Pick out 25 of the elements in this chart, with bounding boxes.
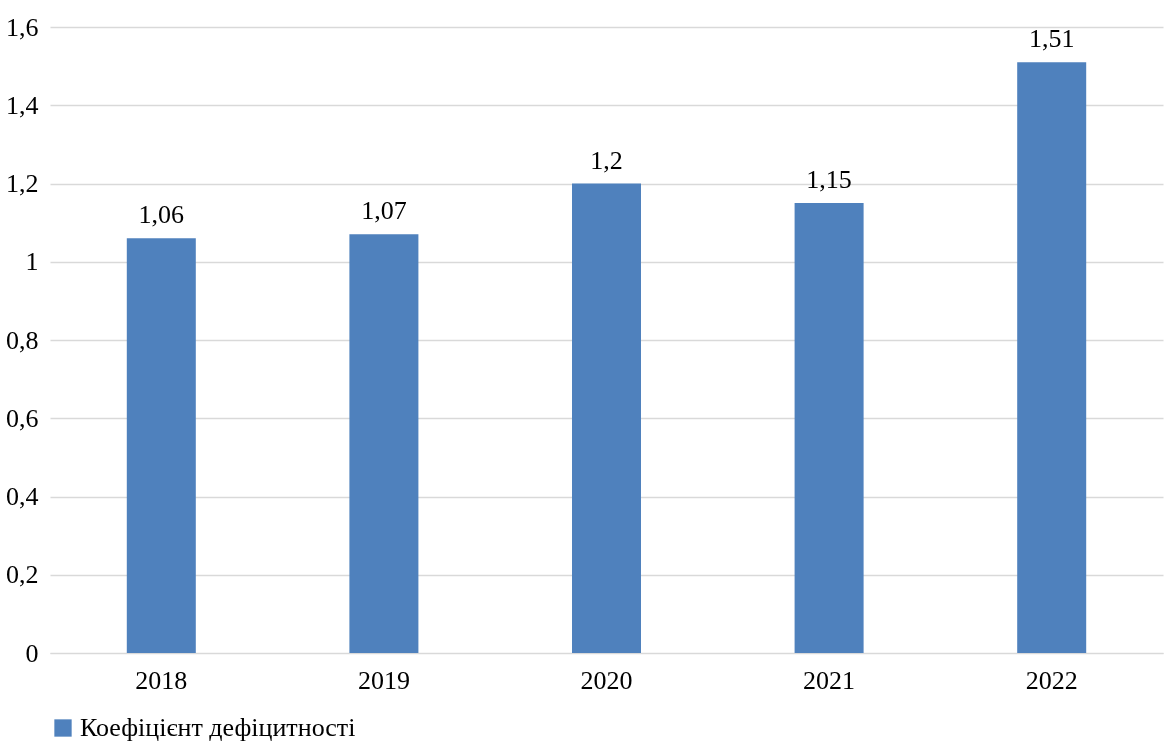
x-tick-label: 2022 <box>1025 665 1078 695</box>
bar <box>349 234 419 653</box>
data-label: 1,2 <box>590 145 623 175</box>
y-tick-label: 0,8 <box>6 325 39 355</box>
y-tick-label: 0,4 <box>6 482 39 511</box>
x-tick-label: 2020 <box>580 665 633 695</box>
data-label: 1,07 <box>361 196 407 226</box>
bar <box>126 238 196 653</box>
y-tick-label: 0 <box>25 638 39 668</box>
bar <box>794 203 864 653</box>
data-label: 1,06 <box>138 200 185 230</box>
y-tick-label: 1,4 <box>6 90 39 120</box>
bar <box>1017 62 1087 653</box>
y-tick-label: 1,2 <box>6 169 39 198</box>
x-tick-label: 2021 <box>803 665 856 695</box>
x-tick-label: 2019 <box>357 665 410 695</box>
data-label: 1,51 <box>1028 24 1075 54</box>
y-tick-label: 1 <box>25 247 39 277</box>
y-tick-label: 0,6 <box>6 403 39 433</box>
legend-label: Коефіцієнт дефіцитності <box>80 713 356 742</box>
y-tick-label: 1,6 <box>6 12 39 42</box>
x-tick-label: 2018 <box>135 665 188 695</box>
data-label: 1,15 <box>806 165 852 195</box>
y-tick-label: 0,2 <box>6 560 39 590</box>
bar <box>572 183 641 653</box>
